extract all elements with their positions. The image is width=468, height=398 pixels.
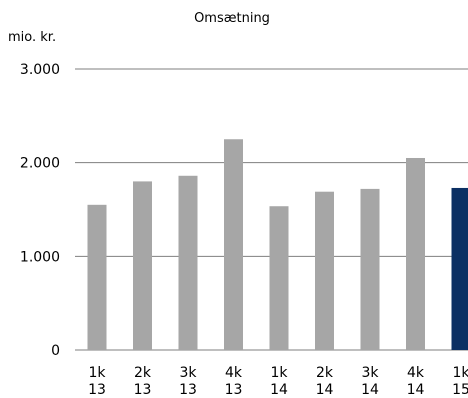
x-tick-label: 13 xyxy=(88,382,106,398)
x-tick-label: 13 xyxy=(225,382,243,398)
x-tick-label: 14 xyxy=(316,382,334,398)
bar xyxy=(269,206,289,350)
y-tick-label: 2.000 xyxy=(20,156,60,172)
x-tick-label: 1k xyxy=(452,365,468,381)
y-tick-label: 0 xyxy=(51,343,60,359)
bar xyxy=(178,175,198,350)
x-tick-label: 13 xyxy=(134,382,152,398)
x-tick-label: 1k xyxy=(270,365,288,381)
tick-labels: 01.0002.0003.0001k132k133k134k131k142k14… xyxy=(20,62,468,398)
x-tick-label: 3k xyxy=(361,365,379,381)
x-tick-label: 13 xyxy=(179,382,197,398)
bar xyxy=(315,191,334,350)
bar xyxy=(406,157,425,350)
chart-title: Omsætning xyxy=(194,11,270,26)
bar xyxy=(224,139,243,350)
x-tick-label: 2k xyxy=(316,365,334,381)
bar xyxy=(133,181,152,350)
bar xyxy=(360,188,380,350)
x-tick-label: 14 xyxy=(361,382,379,398)
y-tick-label: 1.000 xyxy=(20,249,60,265)
x-tick-label: 15 xyxy=(452,382,468,398)
x-tick-label: 3k xyxy=(179,365,197,381)
x-tick-label: 4k xyxy=(407,365,425,381)
bar xyxy=(87,204,107,350)
x-tick-label: 14 xyxy=(270,382,288,398)
y-axis-unit-label: mio. kr. xyxy=(8,30,56,45)
bars xyxy=(87,139,468,350)
bar xyxy=(451,187,468,350)
x-tick-label: 1k xyxy=(88,365,106,381)
x-tick-label: 2k xyxy=(134,365,152,381)
x-tick-label: 4k xyxy=(225,365,243,381)
y-tick-label: 3.000 xyxy=(20,62,60,78)
x-tick-label: 14 xyxy=(407,382,425,398)
